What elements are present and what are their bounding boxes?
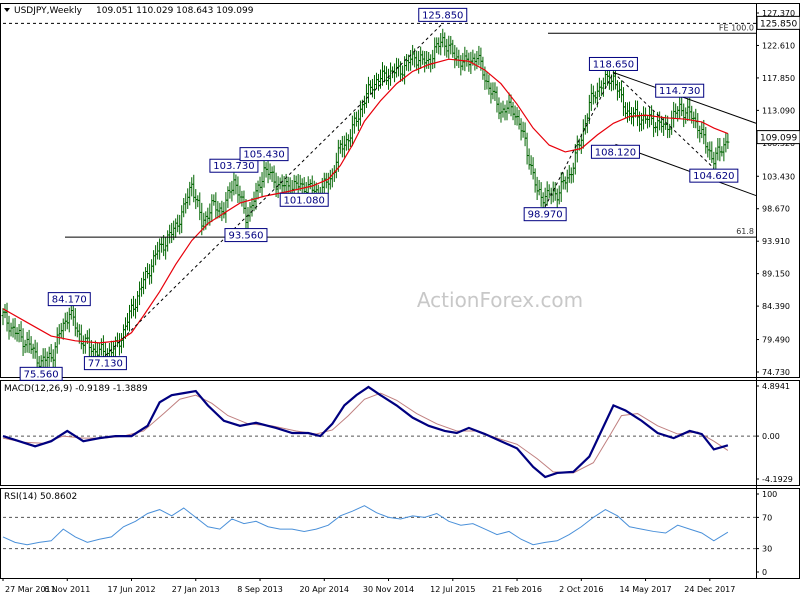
level-label-618: 61.8 bbox=[736, 227, 754, 236]
rsi-panel-frame bbox=[0, 488, 800, 579]
macd-y-tick-label: 0.00 bbox=[762, 432, 780, 441]
price-y-tick-label: 98.670 bbox=[762, 205, 790, 214]
trend-dash-3 bbox=[613, 72, 715, 169]
macd-y-tick-label: 4.8941 bbox=[762, 382, 790, 391]
chart-ohlc: 109.051 110.029 108.643 109.099 bbox=[96, 6, 254, 16]
current-price-label: 109.099 bbox=[760, 134, 797, 144]
price-y-tick-label: 89.150 bbox=[762, 270, 790, 279]
price-y-tick-label: 117.850 bbox=[762, 74, 795, 83]
price-label-box bbox=[83, 356, 127, 371]
price-label-box bbox=[588, 56, 638, 71]
price-label-text: 98.970 bbox=[528, 210, 563, 221]
x-tick-label: 8 Sep 2013 bbox=[237, 585, 283, 594]
price-y-tick-label: 113.090 bbox=[762, 106, 795, 115]
price-label-box bbox=[19, 366, 63, 381]
rsi-title: RSI(14) 50.8602 bbox=[4, 492, 77, 502]
price-label-box bbox=[239, 147, 289, 162]
price-label-text: 103.730 bbox=[213, 161, 254, 172]
rsi-y-tick-label: 30 bbox=[762, 545, 772, 554]
x-tick-label: 24 Dec 2017 bbox=[684, 585, 735, 594]
x-tick-label: 27 Mar 2011 bbox=[5, 585, 56, 594]
macd-title: MACD(12,26,9) -0.9189 -1.3889 bbox=[4, 384, 148, 394]
channel-upper bbox=[613, 71, 757, 124]
x-tick-label: 6 Nov 2011 bbox=[44, 585, 90, 594]
price-label-text: 84.170 bbox=[52, 295, 87, 306]
price-panel-frame bbox=[0, 3, 800, 378]
price-label-box bbox=[689, 168, 739, 183]
price-y-tick-label: 103.430 bbox=[762, 172, 795, 181]
trend-dash-2 bbox=[544, 72, 614, 207]
price-y-tick-label: 122.610 bbox=[762, 41, 795, 50]
price-label-box bbox=[655, 83, 705, 98]
price-label-text: 77.130 bbox=[88, 359, 123, 370]
macd-main-line bbox=[2, 385, 729, 479]
price-label-text: 104.620 bbox=[693, 171, 734, 182]
level-label-fe100: FE 100.0 bbox=[719, 23, 754, 32]
price-label-box bbox=[224, 228, 268, 243]
x-tick-label: 30 Nov 2014 bbox=[363, 585, 414, 594]
macd-panel-frame bbox=[0, 380, 800, 486]
price-label-text: 114.730 bbox=[659, 86, 700, 97]
price-label-text: 108.120 bbox=[595, 147, 636, 158]
x-tick-label: 14 May 2017 bbox=[619, 585, 671, 594]
price-y-tick-label: 93.910 bbox=[762, 237, 790, 246]
x-tick-label: 2 Oct 2016 bbox=[559, 585, 603, 594]
price-y-tick-label: 127.370 bbox=[762, 9, 795, 18]
price-label-box bbox=[418, 7, 468, 22]
price-label-text: 101.080 bbox=[284, 195, 325, 206]
current-price-tag bbox=[756, 130, 800, 145]
x-tick-label: 27 Jan 2013 bbox=[172, 585, 220, 594]
rsi-y-tick-label: 70 bbox=[762, 513, 772, 522]
price-label-box bbox=[209, 158, 259, 173]
x-tick-label: 20 Apr 2014 bbox=[300, 585, 349, 594]
dropdown-arrow-icon bbox=[4, 8, 10, 12]
price-y-tick-label: 84.390 bbox=[762, 302, 790, 311]
top-price-tag bbox=[756, 15, 800, 30]
price-label-box bbox=[590, 144, 640, 159]
trend-dash-1 bbox=[105, 23, 444, 356]
x-tick-label: 21 Feb 2016 bbox=[492, 585, 542, 594]
top-price-label: 125.850 bbox=[760, 19, 797, 29]
price-y-tick-label: 74.730 bbox=[762, 368, 790, 377]
rsi-y-tick-label: 100 bbox=[762, 490, 777, 499]
x-tick-label: 17 Jun 2012 bbox=[107, 585, 155, 594]
price-label-box bbox=[47, 292, 91, 307]
watermark: ActionForex.com bbox=[417, 288, 583, 312]
price-label-box bbox=[279, 192, 329, 207]
macd-signal-line bbox=[2, 392, 729, 474]
rsi-line bbox=[2, 505, 729, 546]
x-tick-label: 12 Jul 2015 bbox=[430, 585, 475, 594]
price-label-text: 75.560 bbox=[24, 369, 59, 380]
moving-average-line bbox=[2, 58, 729, 344]
price-label-text: 105.430 bbox=[243, 150, 284, 161]
chart-symbol: USDJPY,Weekly bbox=[14, 6, 83, 16]
macd-y-tick-label: -4.1929 bbox=[762, 475, 793, 484]
price-label-text: 93.560 bbox=[228, 231, 263, 242]
price-y-tick-label: 79.490 bbox=[762, 336, 790, 345]
rsi-y-tick-label: 0 bbox=[762, 568, 767, 577]
price-label-box bbox=[523, 207, 567, 222]
price-label-text: 118.650 bbox=[593, 59, 634, 70]
price-label-text: 125.850 bbox=[422, 10, 463, 21]
